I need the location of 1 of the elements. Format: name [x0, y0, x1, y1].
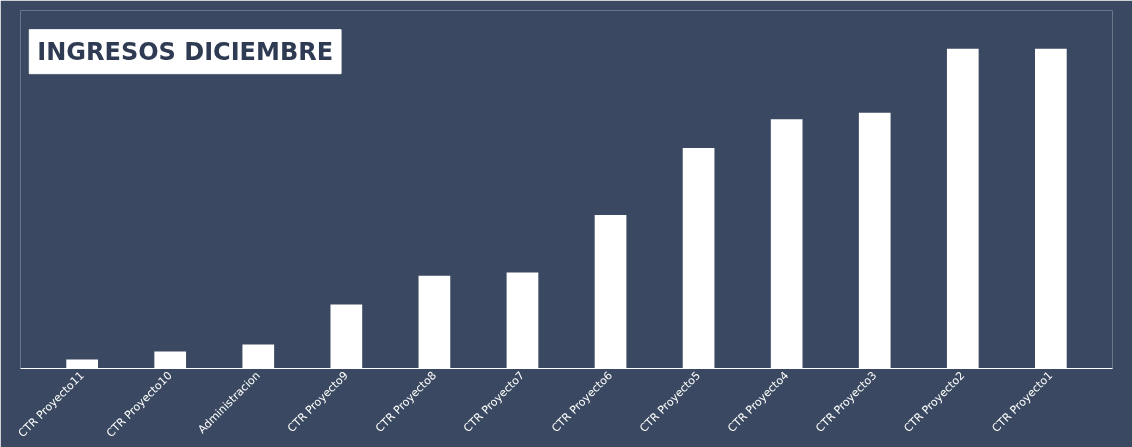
chart-title: INGRESOS DICIEMBRE — [37, 37, 334, 66]
